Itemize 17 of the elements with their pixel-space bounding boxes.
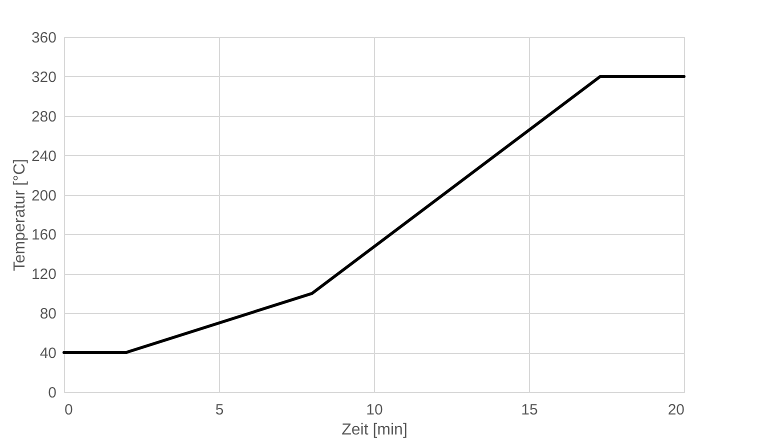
y-tick-label: 120 [31, 266, 56, 284]
y-tick-label: 160 [31, 226, 56, 244]
x-axis-title: Zeit [min] [342, 422, 408, 438]
x-tick-label: 15 [521, 402, 538, 418]
y-tick-label: 360 [31, 30, 56, 46]
y-tick-label: 40 [40, 345, 56, 362]
x-tick-label: 10 [366, 402, 383, 418]
y-tick-label: 280 [31, 108, 56, 126]
y-tick-label: 240 [31, 148, 56, 165]
y-tick-label: 200 [31, 187, 56, 204]
y-tick-label: 0 [48, 384, 56, 402]
y-axis-title: Temperatur [°C] [11, 158, 28, 272]
y-tick-label: 80 [40, 306, 56, 323]
x-tick-label: 5 [215, 402, 224, 418]
y-tick-label: 320 [31, 68, 56, 86]
x-tick-label: 0 [64, 402, 73, 418]
x-tick-label: 20 [668, 402, 684, 418]
